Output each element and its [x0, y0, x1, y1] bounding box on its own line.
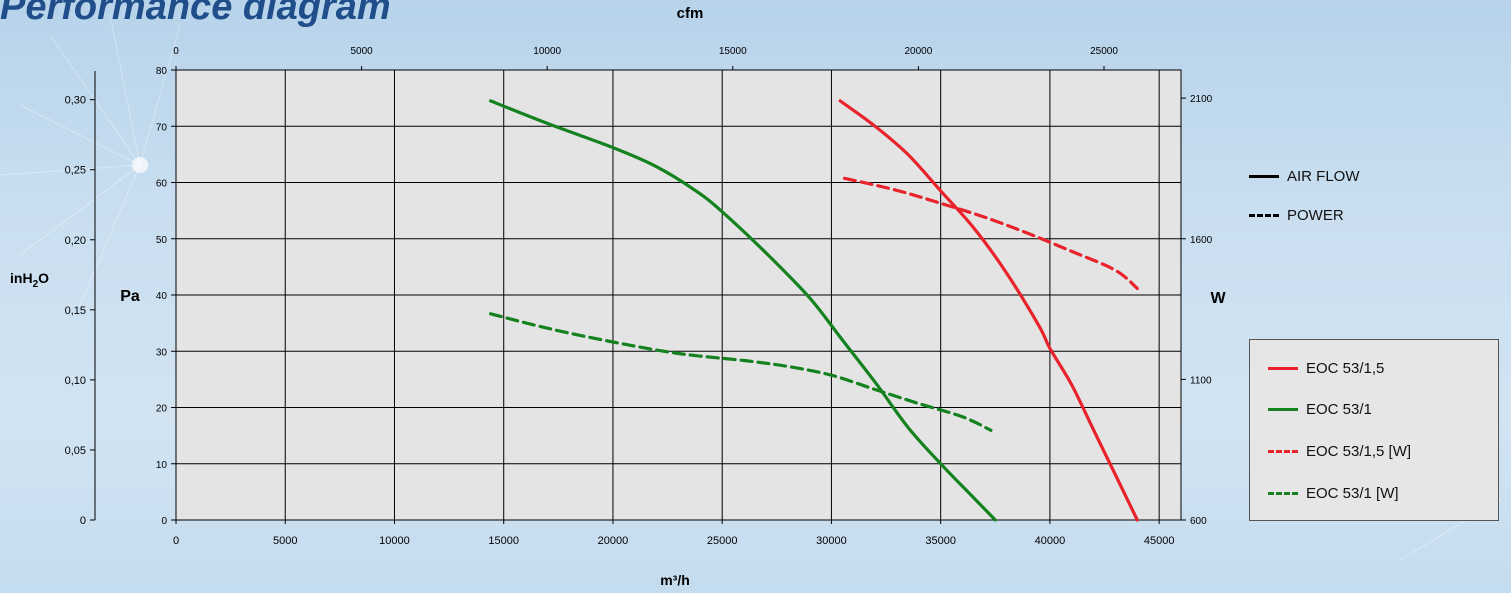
- pa-tick-label: 30: [156, 347, 168, 358]
- x-tick-label: 0: [173, 535, 179, 547]
- w-tick-label: 1100: [1190, 375, 1212, 386]
- legend-label: EOC 53/1 [W]: [1306, 484, 1399, 502]
- legend-label-power: POWER: [1287, 206, 1344, 224]
- w-tick-label: 600: [1190, 516, 1207, 527]
- legend-label: EOC 53/1: [1306, 400, 1372, 418]
- cfm-tick-label: 25000: [1090, 46, 1118, 57]
- series-line-eoc-53-1-w: [489, 312, 993, 432]
- pa-tick-label: 80: [156, 66, 168, 77]
- legend-item-power: POWER: [1249, 205, 1344, 225]
- series-line-eoc-53-1: [489, 99, 997, 522]
- legend-label: EOC 53/1,5 [W]: [1306, 442, 1412, 460]
- pa-tick-label: 0: [161, 516, 167, 527]
- x-axis-label: m³/h: [660, 572, 690, 588]
- legend-item-eoc-53-1: EOC 53/1: [1268, 399, 1372, 419]
- series-legend: EOC 53/1,5 EOC 53/1 EOC 53/1,5 [W] EOC 5…: [1249, 339, 1499, 521]
- x-axis-cfm: 0 5000 10000 15000 20000 25000 cfm: [173, 5, 1118, 70]
- w-axis-label: W: [1210, 290, 1226, 307]
- legend-item-eoc-53-1-5-w: EOC 53/1,5 [W]: [1268, 441, 1411, 461]
- pa-tick-label: 70: [156, 122, 168, 133]
- y-axis-inh2o: 0 0,05 0,10 0,15 0,20 0,25 0,30 inH2O: [10, 71, 96, 527]
- cfm-tick-label: 20000: [904, 46, 932, 57]
- legend-item-eoc-53-1-w: EOC 53/1 [W]: [1268, 483, 1399, 503]
- x-tick-label: 30000: [816, 535, 847, 547]
- x-tick-label: 20000: [598, 535, 629, 547]
- inh2o-tick-label: 0,30: [65, 95, 86, 107]
- cfm-tick-label: 0: [173, 46, 179, 57]
- pa-tick-label: 40: [156, 291, 168, 302]
- dashed-line-swatch: [1249, 213, 1279, 217]
- inh2o-tick-label: 0,25: [65, 165, 86, 177]
- x-tick-label: 40000: [1035, 535, 1066, 547]
- x-tick-label: 10000: [379, 535, 410, 547]
- grid-lines: [176, 70, 1181, 520]
- x-axis-m3h: 0 5000 10000 15000 20000 25000 30000 35000 40000…: [173, 520, 1175, 588]
- page-title: Performance diagram: [0, 0, 391, 28]
- inh2o-tick-label: 0,20: [65, 235, 86, 247]
- x-tick-label: 25000: [707, 535, 738, 547]
- w-tick-label: 1600: [1190, 235, 1213, 246]
- series-lines: [489, 99, 1139, 522]
- red-solid-swatch: [1268, 366, 1298, 370]
- cfm-tick-label: 15000: [719, 46, 747, 57]
- inh2o-tick-label: 0,15: [65, 305, 86, 317]
- pa-axis-label: Pa: [120, 288, 140, 305]
- y-axis-pa: 0 10 20 30 40 50 60 70 80 Pa: [120, 66, 176, 527]
- w-tick-label: 2100: [1190, 94, 1213, 105]
- pa-tick-label: 10: [156, 460, 168, 471]
- solid-line-swatch: [1249, 174, 1279, 178]
- green-solid-swatch: [1268, 407, 1298, 411]
- x-tick-label: 45000: [1144, 535, 1175, 547]
- series-line-eoc-53-1-5-w: [842, 176, 1139, 291]
- pa-tick-label: 20: [156, 404, 168, 415]
- legend-item-eoc-53-1-5: EOC 53/1,5: [1268, 358, 1384, 378]
- cfm-tick-label: 5000: [350, 46, 373, 57]
- dandelion-burst-left: [0, 14, 181, 306]
- red-dashed-swatch: [1268, 449, 1298, 453]
- x-tick-label: 15000: [488, 535, 519, 547]
- legend-label: EOC 53/1,5: [1306, 359, 1385, 377]
- legend-label-air-flow: AIR FLOW: [1287, 167, 1360, 185]
- cfm-axis-label: cfm: [677, 5, 704, 22]
- green-dashed-swatch: [1268, 491, 1298, 495]
- inh2o-axis-label: inH2O: [10, 270, 49, 290]
- y-axis-w: 600 1100 1600 2100 W: [1181, 94, 1226, 527]
- x-tick-label: 35000: [925, 535, 956, 547]
- inh2o-tick-label: 0,10: [65, 375, 86, 387]
- pa-tick-label: 60: [156, 179, 168, 190]
- inh2o-tick-label: 0: [80, 515, 86, 527]
- inh2o-tick-label: 0,05: [65, 445, 86, 457]
- series-line-eoc-53-1-5: [838, 99, 1139, 522]
- x-tick-label: 5000: [273, 535, 297, 547]
- legend-item-air-flow: AIR FLOW: [1249, 166, 1360, 186]
- cfm-tick-label: 10000: [533, 46, 561, 57]
- pa-tick-label: 50: [156, 235, 168, 246]
